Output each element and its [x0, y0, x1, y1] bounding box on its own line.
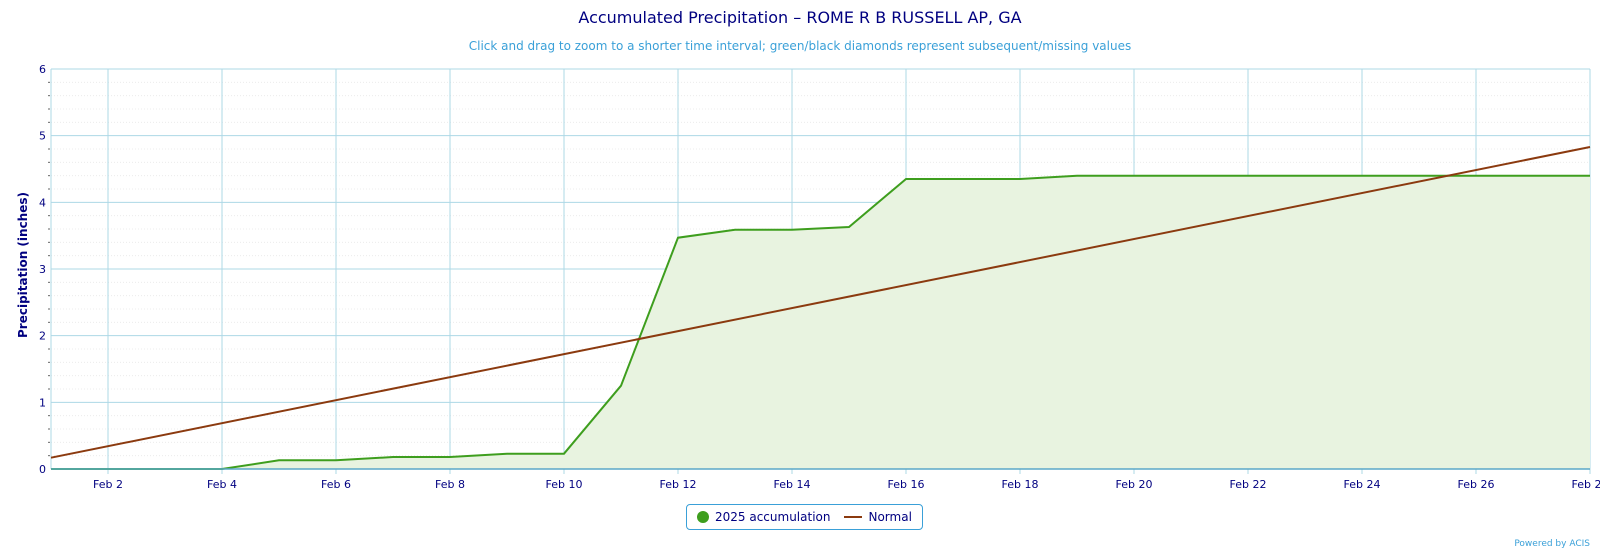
accumulation-area — [51, 175, 1590, 469]
x-tick-label: Feb 28 — [1572, 478, 1600, 491]
accumulation-marker-icon — [697, 511, 709, 523]
y-tick-label: 0 — [39, 463, 46, 476]
x-tick-label: Feb 12 — [660, 478, 697, 491]
y-tick-label: 1 — [39, 396, 46, 409]
normal-line — [50, 146, 1591, 459]
y-axis-title: Precipitation (inches) — [16, 192, 30, 338]
x-tick-label: Feb 10 — [546, 478, 583, 491]
legend-normal-label: Normal — [868, 510, 912, 524]
x-axis-tick-labels: Feb 2 Feb 4 Feb 6 Feb 8 Feb 10 Feb 12 Feb 14 Fe… — [93, 478, 1600, 491]
x-tick-label: Feb 14 — [774, 478, 811, 491]
y-tick-label: 3 — [39, 263, 46, 276]
x-tick-label: Feb 6 — [321, 478, 351, 491]
chart-title: Accumulated Precipitation – ROME R B RUS… — [578, 8, 1021, 27]
legend: 2025 accumulation Normal — [686, 504, 923, 530]
x-tick-label: Feb 2 — [93, 478, 123, 491]
x-tick-label: Feb 18 — [1002, 478, 1039, 491]
x-tick-label: Feb 22 — [1230, 478, 1267, 491]
y-tick-label: 2 — [39, 330, 46, 343]
accumulation-line — [51, 174, 1590, 470]
x-tick-label: Feb 16 — [888, 478, 925, 491]
x-tick-label: Feb 8 — [435, 478, 465, 491]
y-axis-tick-labels: 0 1 2 3 4 5 6 — [39, 63, 46, 476]
x-tick-label: Feb 20 — [1116, 478, 1153, 491]
y-tick-label: 6 — [39, 63, 46, 76]
normal-line-icon — [844, 516, 863, 518]
legend-accumulation-label: 2025 accumulation — [715, 510, 831, 524]
legend-item-accumulation[interactable]: 2025 accumulation — [697, 510, 830, 524]
series-layer — [50, 146, 1591, 470]
minor-grid — [48, 81, 1590, 457]
legend-item-normal[interactable]: Normal — [844, 510, 912, 524]
credit-link[interactable]: Powered by ACIS — [1514, 539, 1590, 549]
accumulation-area-layer — [51, 175, 1590, 469]
x-tick-label: Feb 26 — [1458, 478, 1495, 491]
y-tick-label: 5 — [39, 130, 46, 143]
chart-subtitle: Click and drag to zoom to a shorter time… — [469, 39, 1131, 53]
x-tick-label: Feb 24 — [1344, 478, 1381, 491]
x-tick-label: Feb 4 — [207, 478, 237, 491]
y-tick-label: 4 — [39, 196, 46, 209]
